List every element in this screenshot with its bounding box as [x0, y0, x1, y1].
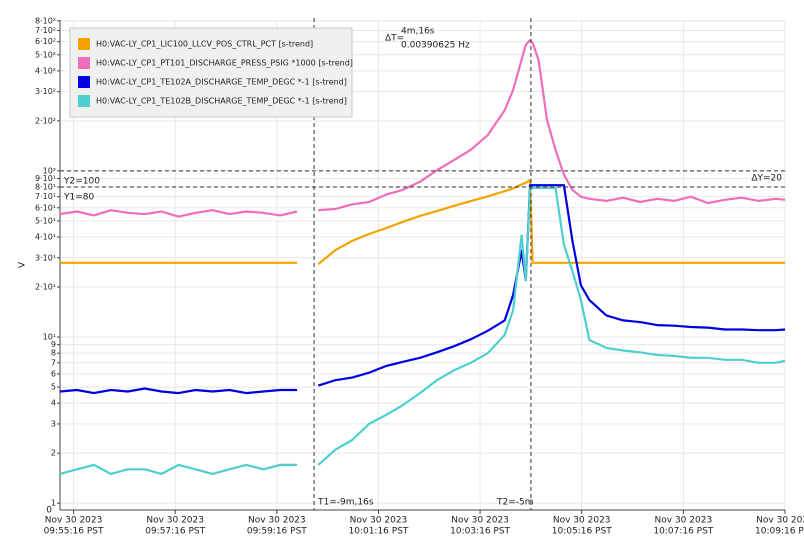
y-tick-label: 5·10² — [35, 50, 56, 59]
legend: H0:VAC-LY_CP1_LIC100_LLCV_POS_CTRL_PCT [… — [69, 27, 353, 118]
legend-swatch — [78, 95, 90, 107]
y-tick-label: 10¹ — [43, 333, 56, 342]
series-line — [59, 184, 786, 395]
y-tick-label: 3·10² — [35, 87, 56, 96]
delta-t-label: ΔT= — [385, 34, 404, 44]
y-tick-label: 4·10¹ — [35, 233, 56, 242]
y-tick-label: 5·10¹ — [35, 216, 56, 225]
legend-label: H0:VAC-LY_CP1_PT101_DISCHARGE_PRESS_PSIG… — [96, 59, 353, 68]
t1-label: T1=-9m,16s — [317, 498, 374, 508]
legend-label: H0:VAC-LY_CP1_LIC100_LLCV_POS_CTRL_PCT [… — [96, 40, 313, 49]
x-tick-label: Nov 30 2023 — [248, 516, 306, 526]
legend-box — [69, 27, 353, 118]
series-line — [59, 186, 786, 475]
plot — [59, 18, 786, 510]
legend-label: H0:VAC-LY_CP1_TE102B_DISCHARGE_TEMP_DEGC… — [96, 97, 347, 106]
x-tick-label: 10:01:16 PST — [348, 527, 408, 537]
series-line — [59, 39, 786, 218]
x-tick-label: 09:55:16 PST — [44, 527, 104, 537]
y-tick-label: 2·10² — [35, 116, 56, 125]
y-tick-label: 9·10¹ — [35, 174, 56, 183]
t2-label: T2=-5m — [496, 498, 534, 508]
x-tick-label: 10:07:16 PST — [653, 527, 713, 537]
legend-label: H0:VAC-LY_CP1_TE102A_DISCHARGE_TEMP_DEGC… — [96, 78, 347, 87]
y-tick-label: 2·10¹ — [35, 283, 56, 292]
x-tick-label: 10:03:16 PST — [450, 527, 510, 537]
y-tick-label: 9 — [51, 340, 56, 349]
y1-label: Y1=80 — [63, 193, 94, 203]
delta-y-label: ΔY=20 — [751, 174, 782, 184]
x-tick-label: 10:05:16 PST — [552, 527, 612, 537]
x-tick-label: 09:59:16 PST — [247, 527, 307, 537]
y-tick-label: 5 — [51, 383, 56, 392]
y-tick-label: 8 — [51, 349, 56, 358]
y-tick-label: 7·10² — [35, 26, 56, 35]
y-tick-label: 6 — [51, 369, 56, 378]
legend-swatch — [78, 76, 90, 88]
y-tick-label: 1 — [51, 499, 56, 508]
legend-swatch — [78, 38, 90, 50]
y-tick-label: 7 — [51, 358, 56, 367]
x-tick-label: Nov 30 2023 — [655, 516, 713, 526]
frequency: 0.00390625 Hz — [401, 41, 470, 51]
y-bottom-label: 0 — [46, 506, 52, 516]
series-line — [60, 179, 785, 265]
x-tick-label: Nov 30 2023 — [756, 516, 804, 526]
x-tick-label: 10:09:16 PST — [755, 527, 804, 537]
x-tick-label: Nov 30 2023 — [553, 516, 611, 526]
y-tick-label: 2 — [51, 449, 56, 458]
x-tick-label: Nov 30 2023 — [45, 516, 103, 526]
x-tick-label: Nov 30 2023 — [451, 516, 509, 526]
y-tick-label: 3 — [51, 419, 56, 428]
y-tick-label: 4·10² — [35, 66, 56, 75]
y-tick-label: 10² — [43, 166, 56, 175]
y-tick-label: 6·10² — [35, 37, 56, 46]
y-tick-label: 6·10¹ — [35, 203, 56, 212]
y-tick-label: 3·10¹ — [35, 253, 56, 262]
y-tick-label: 8·10² — [35, 16, 56, 25]
x-tick-label: 09:57:16 PST — [145, 527, 205, 537]
y-tick-label: 7·10¹ — [35, 192, 56, 201]
delta-t: 4m,16s — [401, 27, 435, 37]
y-tick-label: 4 — [51, 399, 56, 408]
y2-label: Y2=100 — [63, 177, 100, 187]
x-tick-label: Nov 30 2023 — [146, 516, 204, 526]
y-axis-label: V — [18, 261, 28, 268]
x-tick-label: Nov 30 2023 — [350, 516, 408, 526]
legend-swatch — [78, 57, 90, 69]
y-tick-label: 8·10¹ — [35, 183, 56, 192]
